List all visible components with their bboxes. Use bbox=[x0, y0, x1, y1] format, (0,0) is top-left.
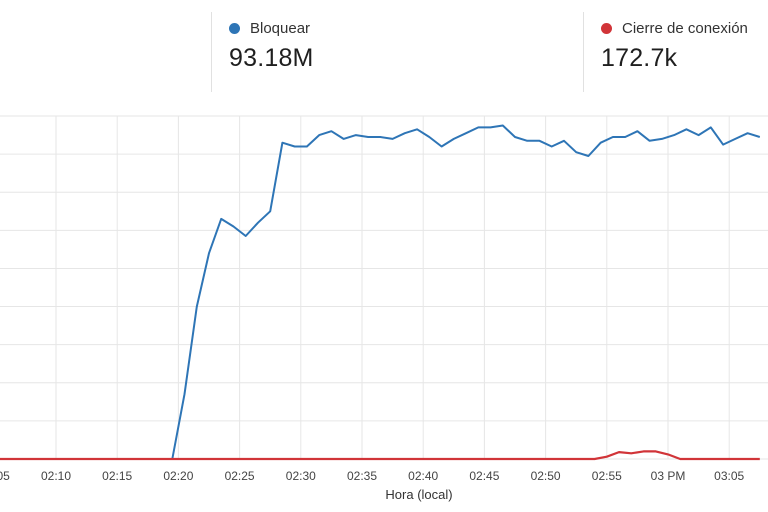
x-tick-label: 02:10 bbox=[41, 469, 71, 483]
card-divider bbox=[583, 12, 584, 92]
legend-item-bloquear[interactable]: Bloquear bbox=[229, 20, 310, 37]
summary-header: Bloquear 93.18M Cierre de conexión 172.7… bbox=[0, 0, 768, 92]
metric-value-bloquear: 93.18M bbox=[229, 44, 314, 72]
series-line-cierre-de-conexion[interactable] bbox=[0, 450, 760, 461]
metric-value-cierre-conexion: 172.7k bbox=[601, 44, 678, 72]
x-tick-label: 02:35 bbox=[347, 469, 377, 483]
x-tick-label: 02:50 bbox=[531, 469, 561, 483]
x-axis-title: Hora (local) bbox=[385, 487, 452, 502]
x-tick-label: 02:55 bbox=[592, 469, 622, 483]
summary-card-cierre-conexion: Cierre de conexión 172.7k bbox=[583, 8, 768, 92]
summary-card-bloquear: Bloquear 93.18M bbox=[211, 8, 571, 92]
x-tick-label: 02:05 bbox=[0, 469, 10, 483]
legend-label-cierre-conexion: Cierre de conexión bbox=[622, 20, 748, 37]
x-tick-label: 02:25 bbox=[225, 469, 255, 483]
legend-label-bloquear: Bloquear bbox=[250, 20, 311, 37]
legend-item-cierre-conexion[interactable]: Cierre de conexión bbox=[601, 20, 748, 37]
x-tick-label: 02:20 bbox=[163, 469, 193, 483]
x-tick-label: 02:45 bbox=[469, 469, 499, 483]
series-color-dot bbox=[601, 23, 612, 34]
series-color-dot bbox=[229, 23, 240, 34]
card-divider bbox=[211, 12, 212, 92]
x-tick-label: 03:05 bbox=[714, 469, 744, 483]
x-tick-label: 02:40 bbox=[408, 469, 438, 483]
x-tick-label: 02:15 bbox=[102, 469, 132, 483]
series-line-bloquear[interactable] bbox=[0, 124, 761, 460]
x-tick-label: 02:30 bbox=[286, 469, 316, 483]
x-tick-label: 03 PM bbox=[651, 469, 686, 483]
